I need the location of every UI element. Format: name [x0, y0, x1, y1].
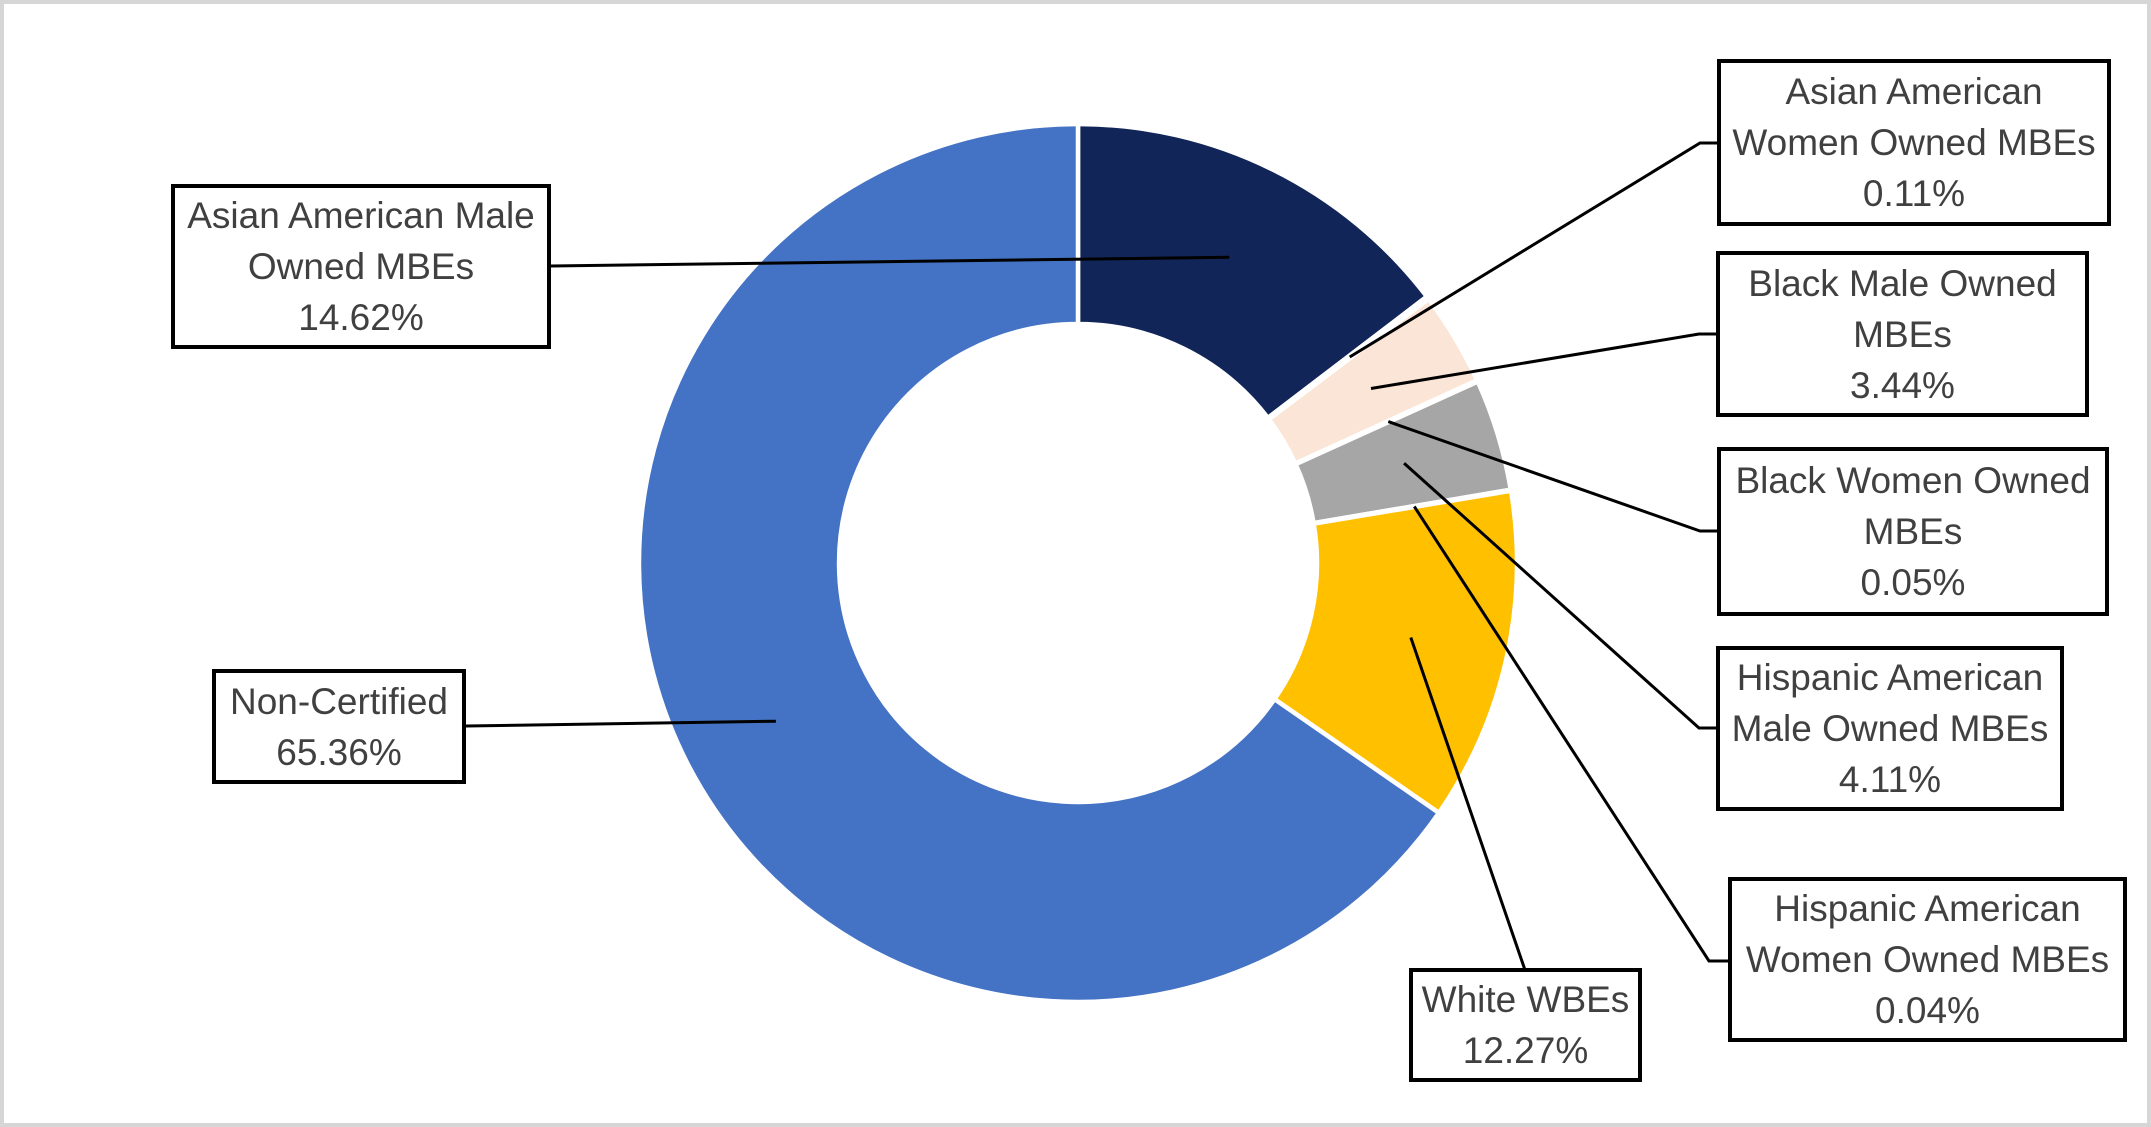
slice-asian-american-male-owned-mbes	[1075, 121, 1431, 422]
callout-non-certified: Non-Certified 65.36%	[212, 669, 466, 784]
callout-label: White WBEs	[1421, 979, 1630, 1020]
callout-label: Owned MBEs	[247, 246, 475, 287]
callout-black-male-owned-mbes: Black Male Owned MBEs 3.44%	[1716, 251, 2089, 417]
callout-value: 12.27%	[1462, 1030, 1589, 1071]
callout-label: Hispanic American	[1774, 888, 2081, 929]
leader-line-black-male-owned-mbes	[1370, 332, 1718, 390]
callout-label: Women Owned MBEs	[1732, 122, 2096, 163]
callout-label: Hispanic American	[1736, 657, 2044, 698]
callout-label: Male Owned MBEs	[1731, 708, 2049, 749]
leader-line-asian-american-male-owned-mbes	[550, 255, 1230, 268]
callout-label: MBEs	[1853, 313, 1952, 355]
callout-value: 0.05%	[1860, 562, 1966, 603]
leader-line-black-women-owned-mbes	[1387, 420, 1719, 533]
leader-line-non-certified	[465, 719, 776, 728]
callout-value: 14.62%	[298, 297, 424, 338]
callout-hispanic-american-male-owned-mbes: Hispanic American Male Owned MBEs 4.11%	[1716, 646, 2064, 811]
callout-hispanic-american-women-owned-mbes: Hispanic American Women Owned MBEs 0.04%	[1728, 877, 2127, 1042]
callout-label: Black Women Owned	[1735, 460, 2091, 501]
callout-value: 4.11%	[1838, 759, 1942, 800]
callout-label: Asian American Male	[187, 195, 535, 236]
callout-value: 0.11%	[1862, 173, 1966, 214]
callout-white-wbes: White WBEs 12.27%	[1409, 968, 1642, 1082]
callout-label: Black Male Owned	[1748, 262, 2057, 304]
callout-label: Non-Certified	[230, 680, 448, 722]
callout-value: 0.04%	[1875, 990, 1980, 1031]
callout-value: 3.44%	[1850, 364, 1955, 406]
slice-non-certified	[636, 121, 1443, 1005]
callout-label: Women Owned MBEs	[1745, 939, 2110, 980]
callout-label: Asian American	[1785, 71, 2043, 112]
callout-asian-american-male-owned-mbes: Asian American Male Owned MBEs 14.62%	[171, 184, 551, 349]
leader-line-hispanic-american-male-owned-mbes	[1403, 462, 1718, 730]
callout-value: 65.36%	[276, 731, 402, 773]
callout-asian-american-women-owned-mbes: Asian American Women Owned MBEs 0.11%	[1717, 59, 2111, 226]
callout-label: MBEs	[1863, 511, 1963, 552]
callout-black-women-owned-mbes: Black Women Owned MBEs 0.05%	[1717, 447, 2109, 616]
leader-line-hispanic-american-women-owned-mbes	[1413, 505, 1730, 963]
leader-line-asian-american-women-owned-mbes	[1348, 141, 1719, 359]
donut-chart	[465, 121, 1730, 1005]
leader-line-white-wbes	[1409, 637, 1527, 971]
